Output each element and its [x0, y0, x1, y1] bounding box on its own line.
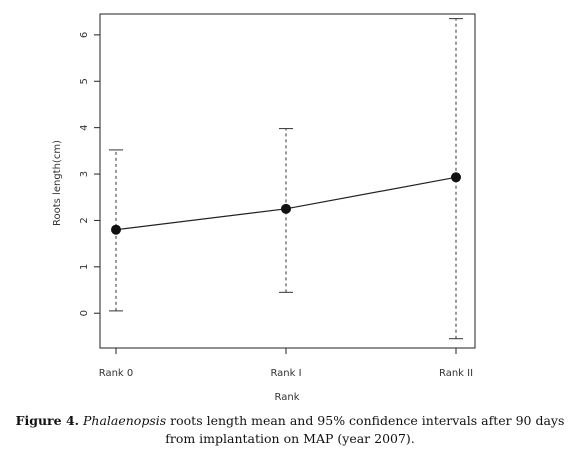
roots-length-chart: 0 1 2 3 4 5 6 Rank 0 Rank I Rank II Roots length…: [52, 13, 476, 403]
mean-line: [115, 176, 457, 231]
x-tick-label: Rank I: [270, 368, 301, 379]
x-axis-title: Rank: [275, 392, 300, 403]
y-tick-label: 2: [79, 217, 90, 223]
y-tick-label: 1: [79, 264, 90, 270]
mean-point: [111, 224, 121, 235]
caption-text-1: roots length mean and 95% confidence int…: [170, 413, 565, 428]
y-tick-label: 3: [79, 171, 90, 177]
caption-text-2: from implantation on: [165, 431, 300, 446]
caption-text-3: (year 2007).: [337, 431, 415, 446]
x-axis: Rank 0 Rank I Rank II: [99, 348, 473, 379]
figure-caption: Figure 4. Phalaenopsis roots length mean…: [14, 412, 566, 448]
mean-point: [281, 203, 291, 214]
caption-label: Figure 4.: [15, 413, 80, 428]
y-axis: 0 1 2 3 4 5 6: [79, 32, 100, 316]
caption-acronym: MAP: [303, 431, 334, 446]
mean-series: [111, 172, 461, 235]
x-tick-label: Rank 0: [99, 368, 134, 379]
y-axis-title: Roots length(cm): [52, 140, 63, 226]
y-tick-label: 4: [79, 124, 90, 130]
confidence-intervals: [109, 18, 463, 340]
y-tick-label: 0: [79, 310, 90, 316]
y-tick-label: 5: [79, 78, 90, 84]
plot-frame: [99, 13, 476, 349]
caption-genus: Phalaenopsis: [83, 413, 167, 428]
x-tick-label: Rank II: [439, 368, 473, 379]
mean-point: [451, 172, 461, 183]
y-tick-label: 6: [79, 32, 90, 38]
